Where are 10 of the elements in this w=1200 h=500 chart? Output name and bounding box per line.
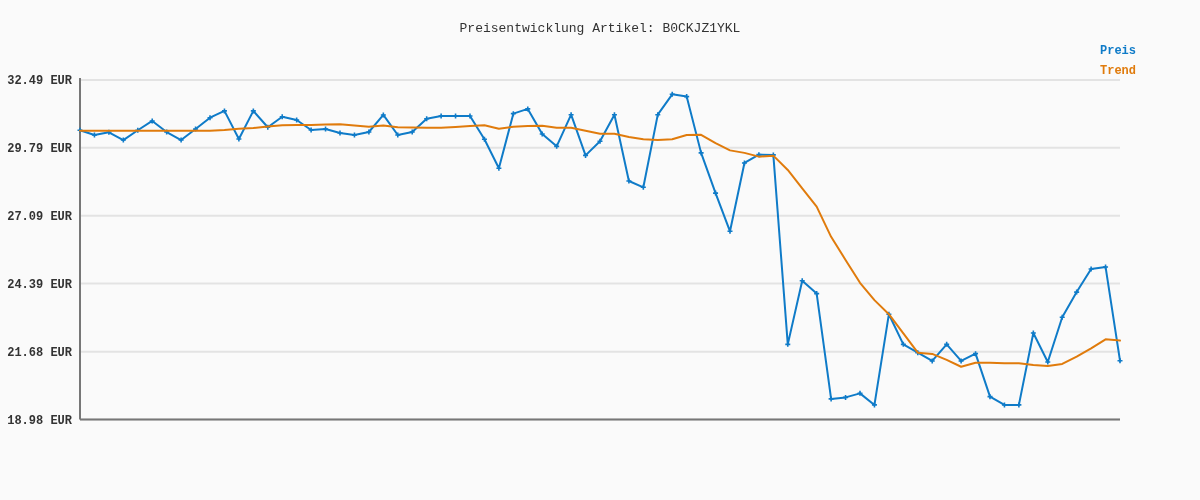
text: Trend — [1100, 64, 1137, 79]
chart-title: Preisentwicklung Artikel: B0CKJZ1YKL — [459, 21, 741, 36]
y-tick-label: 32.49 EUR — [7, 74, 73, 89]
y-tick-label: 18.98 EUR — [7, 413, 73, 428]
text: Preis — [1100, 44, 1137, 59]
line-series — [79, 123, 1121, 368]
y-tick-label: 27.09 EUR — [7, 209, 73, 224]
y-tick-label: 29.79 EUR — [7, 142, 73, 157]
y-tick-label: 21.68 EUR — [7, 345, 73, 360]
y-tick-label: 24.39 EUR — [7, 277, 73, 292]
